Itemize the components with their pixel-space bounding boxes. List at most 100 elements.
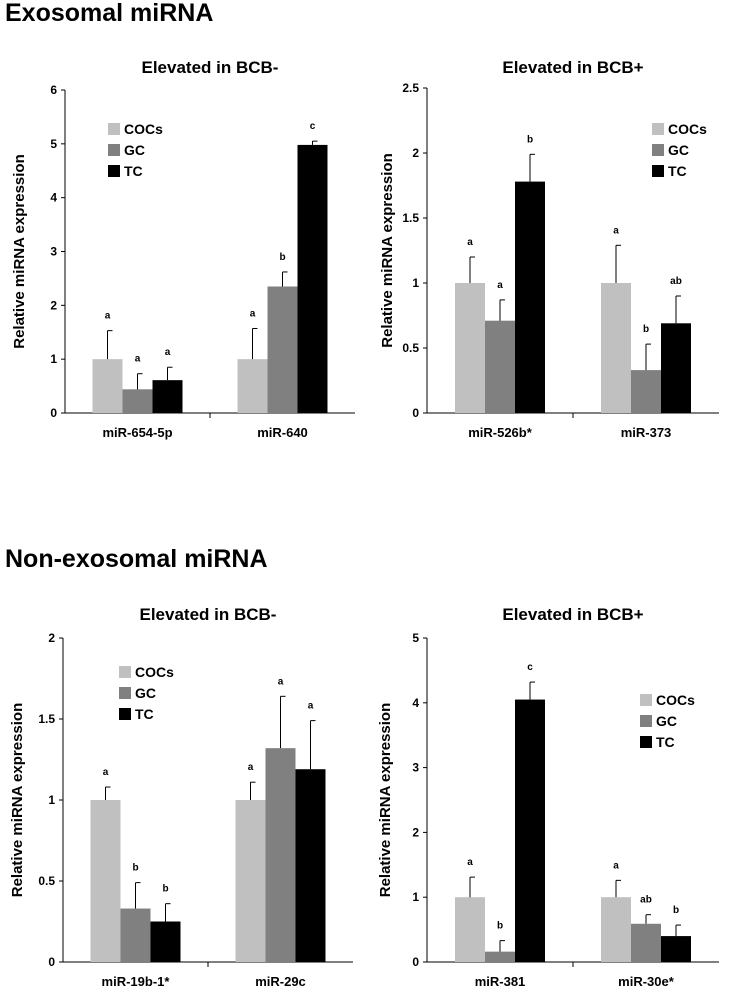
- y-tick-label: 0: [412, 955, 419, 969]
- x-tick-label: miR-30e*: [618, 974, 675, 989]
- bar-gc: [485, 951, 515, 962]
- bar-tc: [515, 181, 545, 413]
- x-tick-label: miR-19b-1*: [102, 974, 171, 989]
- significance-label: a: [278, 676, 284, 687]
- y-axis-label: Relative miRNA expression: [9, 703, 26, 898]
- legend-swatch-cocs: [652, 123, 664, 135]
- significance-label: a: [105, 311, 111, 322]
- bar-gc: [265, 748, 296, 962]
- bar-gc: [120, 908, 151, 962]
- legend-swatch-gc: [119, 687, 131, 699]
- bar-cocs: [235, 800, 266, 962]
- y-tick-label: 2: [50, 298, 57, 312]
- y-tick-label: 2: [48, 631, 55, 645]
- y-tick-label: 5: [50, 137, 57, 151]
- legend-label: COCs: [656, 692, 695, 708]
- significance-label: c: [310, 121, 316, 132]
- bar-cocs: [455, 897, 485, 962]
- legend-swatch-cocs: [108, 123, 120, 135]
- y-tick-label: 1: [50, 352, 57, 366]
- significance-label: a: [467, 237, 473, 248]
- y-tick-label: 2: [412, 146, 419, 160]
- section-title-exosomal: Exosomal miRNA: [5, 0, 214, 27]
- x-tick-label: miR-381: [475, 974, 526, 989]
- significance-label: a: [497, 280, 503, 291]
- y-axis-label: Relative miRNA expression: [379, 153, 396, 348]
- bar-tc: [515, 699, 545, 962]
- bar-tc: [661, 323, 691, 413]
- y-tick-label: 1.5: [38, 712, 55, 726]
- legend-swatch-gc: [652, 144, 664, 156]
- chart-non-exosomal-bcb-plus: Elevated in BCB+ Relative miRNA expressio…: [377, 605, 719, 989]
- bar-cocs: [90, 800, 121, 962]
- legend-label: TC: [135, 706, 154, 722]
- legend-swatch-tc: [119, 708, 131, 720]
- x-tick-label: miR-654-5p: [102, 425, 172, 440]
- y-tick-label: 1: [48, 793, 55, 807]
- legend-swatch-gc: [640, 715, 652, 727]
- significance-label: a: [250, 308, 256, 319]
- y-tick-label: 6: [50, 83, 57, 97]
- chart-title: Elevated in BCB-: [142, 58, 279, 77]
- legend-swatch-cocs: [640, 694, 652, 706]
- bar-gc: [485, 320, 515, 413]
- y-tick-label: 2: [412, 825, 419, 839]
- y-tick-label: 1: [412, 276, 419, 290]
- legend-swatch-gc: [108, 144, 120, 156]
- y-tick-label: 3: [50, 245, 57, 259]
- bar-tc: [661, 936, 691, 962]
- significance-label: b: [643, 324, 649, 335]
- legend-label: GC: [135, 685, 156, 701]
- legend-label: TC: [124, 163, 143, 179]
- significance-label: b: [497, 921, 503, 932]
- y-tick-label: 4: [50, 191, 57, 205]
- legend-swatch-tc: [652, 165, 664, 177]
- significance-label: a: [248, 762, 254, 773]
- y-tick-label: 0.5: [38, 874, 55, 888]
- y-axis-label: Relative miRNA expression: [11, 154, 28, 349]
- bar-cocs: [237, 359, 268, 413]
- bar-gc: [631, 370, 661, 413]
- bar-gc: [267, 286, 298, 413]
- section-title-non-exosomal: Non-exosomal miRNA: [5, 545, 268, 573]
- chart-exosomal-bcb-plus: Elevated in BCB+ Relative miRNA expressio…: [379, 58, 719, 440]
- significance-label: b: [673, 905, 679, 916]
- significance-label: a: [467, 857, 473, 868]
- legend-label: TC: [656, 734, 675, 750]
- significance-label: a: [165, 347, 171, 358]
- x-tick-label: miR-29c: [255, 974, 306, 989]
- significance-label: b: [527, 134, 533, 145]
- legend-label: TC: [668, 163, 687, 179]
- chart-title: Elevated in BCB+: [502, 605, 643, 624]
- x-tick-label: miR-640: [257, 425, 308, 440]
- y-tick-label: 1.5: [402, 211, 419, 225]
- legend-label: GC: [124, 142, 145, 158]
- y-tick-label: 4: [412, 696, 419, 710]
- y-tick-label: 0: [412, 406, 419, 420]
- legend-swatch-tc: [108, 165, 120, 177]
- bar-tc: [297, 144, 328, 413]
- legend-label: COCs: [124, 121, 163, 137]
- y-tick-label: 0: [50, 406, 57, 420]
- x-tick-label: miR-526b*: [468, 425, 533, 440]
- significance-label: b: [162, 884, 168, 895]
- legend-label: GC: [656, 713, 677, 729]
- legend-label: COCs: [668, 121, 707, 137]
- significance-label: a: [308, 701, 314, 712]
- bar-cocs: [601, 283, 631, 413]
- significance-label: ab: [670, 276, 682, 287]
- significance-label: a: [613, 860, 619, 871]
- y-tick-label: 2.5: [402, 81, 419, 95]
- y-tick-label: 0: [48, 955, 55, 969]
- bar-cocs: [92, 359, 123, 413]
- bar-tc: [150, 921, 181, 962]
- legend-label: GC: [668, 142, 689, 158]
- legend-swatch-tc: [640, 736, 652, 748]
- y-tick-label: 0.5: [402, 341, 419, 355]
- y-tick-label: 1: [412, 890, 419, 904]
- chart-title: Elevated in BCB+: [502, 58, 643, 77]
- y-axis-label: Relative miRNA expression: [377, 703, 394, 898]
- bar-gc: [122, 389, 153, 413]
- x-tick-label: miR-373: [621, 425, 672, 440]
- bar-tc: [152, 380, 183, 413]
